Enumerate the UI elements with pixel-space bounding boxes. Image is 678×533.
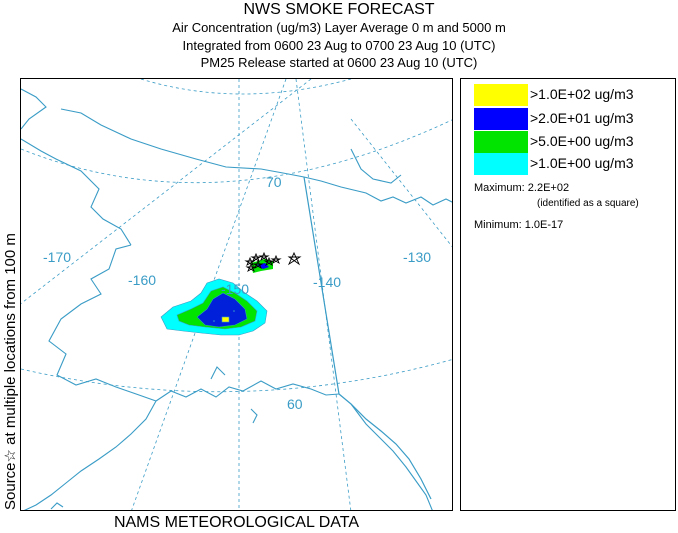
plume-grid-dot <box>213 320 215 322</box>
peninsula-coast <box>23 400 157 510</box>
island-2 <box>250 408 258 424</box>
lon-label-160: -160 <box>128 272 156 288</box>
meteorological-data-label: NAMS METEOROLOGICAL DATA <box>113 514 360 531</box>
lat-label-60: 60 <box>287 396 303 412</box>
map-svg: -170 -160 -150 -140 -130 70 60 <box>21 79 452 510</box>
coordinate-labels: -170 -160 -150 -140 -130 70 60 <box>43 174 431 412</box>
plume-max-square <box>221 316 230 323</box>
parallel-70 <box>21 119 452 184</box>
plume-blue <box>196 292 248 328</box>
smoke-plume <box>160 278 268 336</box>
maximum-note: (identified as a square) <box>537 198 639 209</box>
inlet-1 <box>210 366 226 380</box>
parallel-60 <box>21 359 452 393</box>
source-stars <box>244 251 282 273</box>
border-line <box>303 176 432 500</box>
lon-label-150: -150 <box>221 281 249 297</box>
southern-coast <box>155 380 340 402</box>
island-1 <box>50 502 64 510</box>
western-coast <box>48 244 157 402</box>
southeast-coast <box>350 403 433 510</box>
map-panel: -170 -160 -150 -140 -130 70 60 <box>20 78 453 511</box>
maximum-value: Maximum: 2.2E+02 <box>474 182 570 194</box>
lon-label-170: -170 <box>43 249 71 265</box>
meridian-130 <box>350 118 452 248</box>
source-star-single <box>287 251 302 266</box>
subtitle-integration: Integrated from 0600 23 Aug to 0700 23 A… <box>182 38 496 53</box>
coastlines <box>21 88 452 510</box>
legend-label-green: >5.0E+00 ug/m3 <box>530 133 634 149</box>
source-side-label: Source☆ at multiple locations from 100 m <box>0 0 20 532</box>
legend-swatch-green <box>474 131 528 153</box>
meridian-170 <box>21 79 312 305</box>
source-label-text: Source☆ at multiple locations from 100 m <box>2 233 19 510</box>
legend-panel: >1.0E+02 ug/m3 >2.0E+01 ug/m3 >5.0E+00 u… <box>460 78 676 511</box>
source-cluster <box>244 251 302 273</box>
inlet-2 <box>350 148 402 184</box>
legend-label-yellow: >1.0E+02 ug/m3 <box>530 86 634 102</box>
legend-label-cyan: >1.0E+00 ug/m3 <box>530 155 634 171</box>
legend-swatch-blue <box>474 108 528 130</box>
legend-swatch-cyan <box>474 153 528 175</box>
legend-swatch-yellow <box>474 84 528 106</box>
lat-label-70: 70 <box>266 174 282 190</box>
lon-label-130: -130 <box>403 249 431 265</box>
minimum-value: Minimum: 1.0E-17 <box>474 219 564 231</box>
arctic-coast <box>60 108 452 206</box>
parallel-80 <box>140 79 352 95</box>
legend-label-blue: >2.0E+01 ug/m3 <box>530 110 634 126</box>
forecast-title: NWS SMOKE FORECAST <box>243 1 435 18</box>
lon-label-140: -140 <box>313 274 341 290</box>
northwest-coast <box>21 138 132 246</box>
subtitle-layer: Air Concentration (ug/m3) Layer Average … <box>172 20 506 35</box>
subtitle-release: PM25 Release started at 0600 23 Aug 10 (… <box>200 55 478 70</box>
chukotka-coast <box>21 88 47 130</box>
